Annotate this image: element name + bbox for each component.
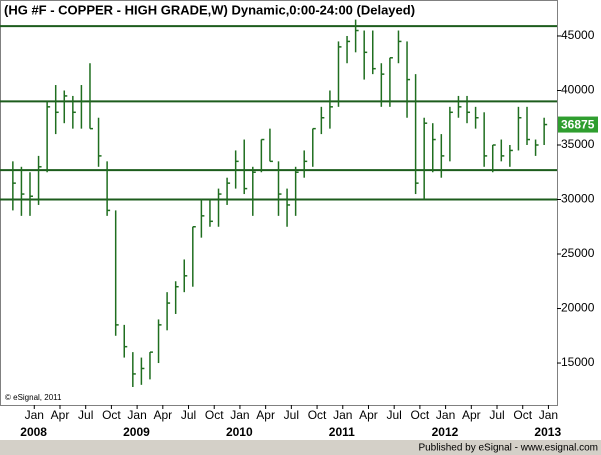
x-tick-label: Jul bbox=[78, 408, 93, 422]
x-tick-label: Jul bbox=[181, 408, 196, 422]
x-tick-label: Apr bbox=[153, 408, 172, 422]
chart-title: (HG #F - COPPER - HIGH GRADE,W) Dynamic,… bbox=[4, 2, 415, 17]
x-tick-label: Oct bbox=[513, 408, 532, 422]
x-tick-label: Jan bbox=[539, 408, 558, 422]
chart-background bbox=[0, 0, 601, 440]
x-tick-label: Jan bbox=[25, 408, 44, 422]
x-year-label: 2011 bbox=[329, 425, 355, 439]
x-tick-label: Jul bbox=[489, 408, 504, 422]
last-price-label: 36875 bbox=[561, 118, 595, 132]
x-tick-label: Jan bbox=[436, 408, 455, 422]
credit: © eSignal, 2011 bbox=[5, 393, 62, 402]
x-tick-label: Apr bbox=[256, 408, 275, 422]
x-year-label: 2013 bbox=[534, 425, 561, 439]
x-year-label: 2008 bbox=[20, 425, 47, 439]
x-tick-label: Oct bbox=[102, 408, 121, 422]
x-tick-label: Apr bbox=[359, 408, 378, 422]
y-tick-label: 35000 bbox=[561, 137, 595, 151]
x-tick-label: Apr bbox=[51, 408, 70, 422]
footer-bar bbox=[0, 440, 601, 455]
y-tick-label: 45000 bbox=[561, 28, 595, 42]
x-tick-label: Oct bbox=[205, 408, 224, 422]
y-tick-label: 25000 bbox=[561, 246, 595, 260]
x-year-label: 2012 bbox=[432, 425, 459, 439]
footer: Published by eSignal - www.esignal.com bbox=[418, 443, 598, 454]
x-tick-label: Oct bbox=[411, 408, 430, 422]
x-tick-label: Jan bbox=[333, 408, 352, 422]
y-tick-label: 40000 bbox=[561, 83, 595, 97]
plot-frame bbox=[0, 0, 558, 406]
x-tick-label: Jul bbox=[284, 408, 299, 422]
x-tick-label: Jul bbox=[387, 408, 402, 422]
x-tick-label: Jan bbox=[230, 408, 249, 422]
last-price-box bbox=[558, 116, 598, 133]
x-tick-label: Oct bbox=[308, 408, 327, 422]
x-year-label: 2010 bbox=[226, 425, 253, 439]
y-tick-label: 20000 bbox=[561, 301, 595, 315]
x-tick-label: Jan bbox=[127, 408, 146, 422]
y-tick-label: 30000 bbox=[561, 192, 595, 206]
x-tick-label: Apr bbox=[462, 408, 481, 422]
y-tick-label: 15000 bbox=[561, 355, 595, 369]
x-year-label: 2009 bbox=[123, 425, 150, 439]
